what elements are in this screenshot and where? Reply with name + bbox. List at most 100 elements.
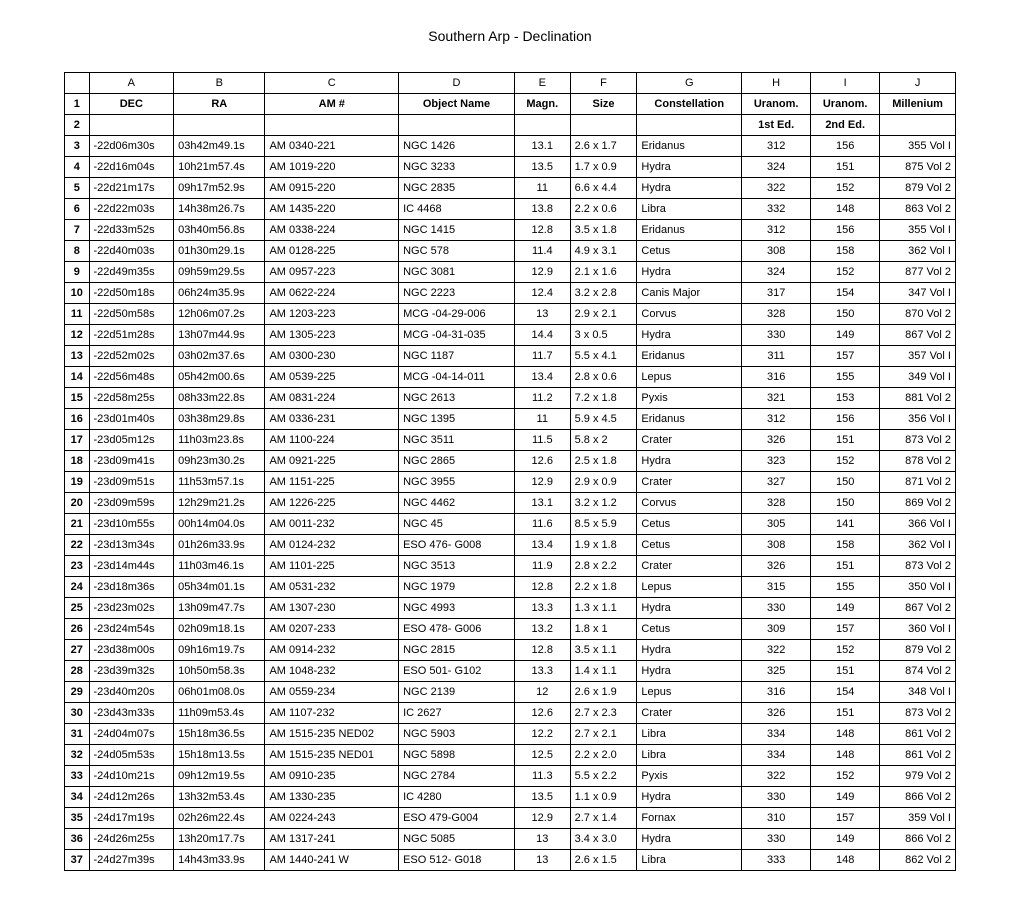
cell: 153 [811, 388, 880, 409]
cell: -23d09m51s [89, 472, 174, 493]
cell: 366 Vol I [880, 514, 956, 535]
cell: Corvus [637, 304, 742, 325]
column-header: Constellation [637, 94, 742, 115]
cell: 347 Vol I [880, 283, 956, 304]
cell: 09h12m19.5s [174, 766, 265, 787]
cell: AM 0128-225 [265, 241, 399, 262]
cell: 870 Vol 2 [880, 304, 956, 325]
cell: 13h07m44.9s [174, 325, 265, 346]
cell: 158 [811, 241, 880, 262]
cell: 13.3 [514, 598, 570, 619]
cell: 2.9 x 2.1 [570, 304, 637, 325]
table-row: 12-22d51m28s13h07m44.9sAM 1305-223MCG -0… [65, 325, 956, 346]
cell: 152 [811, 451, 880, 472]
column-subheader [399, 115, 515, 136]
cell: 151 [811, 556, 880, 577]
col-letter: J [880, 73, 956, 94]
cell: Hydra [637, 178, 742, 199]
cell: AM 1305-223 [265, 325, 399, 346]
cell: 13 [514, 829, 570, 850]
column-subheader [637, 115, 742, 136]
cell: 12.9 [514, 262, 570, 283]
cell: 332 [742, 199, 811, 220]
cell: 141 [811, 514, 880, 535]
cell: Pyxis [637, 388, 742, 409]
column-header: Uranom. [742, 94, 811, 115]
col-letter: H [742, 73, 811, 94]
column-header: Millenium [880, 94, 956, 115]
column-subheader [570, 115, 637, 136]
cell: 8.5 x 5.9 [570, 514, 637, 535]
cell: 877 Vol 2 [880, 262, 956, 283]
cell: -24d17m19s [89, 808, 174, 829]
column-subheader [174, 115, 265, 136]
table-row: 13-22d52m02s03h02m37.6sAM 0300-230NGC 11… [65, 346, 956, 367]
cell: AM 1107-232 [265, 703, 399, 724]
table-row: 10-22d50m18s06h24m35.9sAM 0622-224NGC 22… [65, 283, 956, 304]
cell: -23d09m59s [89, 493, 174, 514]
cell: 13h20m17.7s [174, 829, 265, 850]
column-subheader: 2nd Ed. [811, 115, 880, 136]
column-header: Magn. [514, 94, 570, 115]
cell: 873 Vol 2 [880, 556, 956, 577]
cell: ESO 479-G004 [399, 808, 515, 829]
col-letter: C [265, 73, 399, 94]
cell: 14h38m26.7s [174, 199, 265, 220]
cell: AM 0622-224 [265, 283, 399, 304]
cell: 10h50m58.3s [174, 661, 265, 682]
cell: 2.7 x 2.3 [570, 703, 637, 724]
cell: 148 [811, 850, 880, 871]
cell: 1.1 x 0.9 [570, 787, 637, 808]
cell: MCG -04-29-006 [399, 304, 515, 325]
cell: Eridanus [637, 409, 742, 430]
cell: Hydra [637, 157, 742, 178]
cell: AM 1515-235 NED01 [265, 745, 399, 766]
table-row: 19-23d09m51s11h53m57.1sAM 1151-225NGC 39… [65, 472, 956, 493]
cell: AM 0531-232 [265, 577, 399, 598]
cell: -24d04m07s [89, 724, 174, 745]
cell: NGC 45 [399, 514, 515, 535]
cell: NGC 2815 [399, 640, 515, 661]
table-row: 25-23d23m02s13h09m47.7sAM 1307-230NGC 49… [65, 598, 956, 619]
cell: Cetus [637, 241, 742, 262]
cell: 875 Vol 2 [880, 157, 956, 178]
cell: MCG -04-31-035 [399, 325, 515, 346]
cell: -23d05m12s [89, 430, 174, 451]
cell: 12h06m07.2s [174, 304, 265, 325]
cell: NGC 2139 [399, 682, 515, 703]
cell: 151 [811, 661, 880, 682]
cell: -23d38m00s [89, 640, 174, 661]
cell: AM 0831-224 [265, 388, 399, 409]
cell: 322 [742, 766, 811, 787]
column-header: AM # [265, 94, 399, 115]
cell: 863 Vol 2 [880, 199, 956, 220]
cell: -23d39m32s [89, 661, 174, 682]
cell: -23d43m33s [89, 703, 174, 724]
cell: ESO 476- G008 [399, 535, 515, 556]
cell: NGC 2223 [399, 283, 515, 304]
cell: 13.5 [514, 157, 570, 178]
cell: IC 2627 [399, 703, 515, 724]
cell: Lepus [637, 577, 742, 598]
cell: -23d40m20s [89, 682, 174, 703]
cell: 879 Vol 2 [880, 178, 956, 199]
cell: 2.8 x 2.2 [570, 556, 637, 577]
cell: 879 Vol 2 [880, 640, 956, 661]
cell: AM 1203-223 [265, 304, 399, 325]
cell: NGC 3955 [399, 472, 515, 493]
cell: 325 [742, 661, 811, 682]
table-row: 9-22d49m35s09h59m29.5sAM 0957-223NGC 308… [65, 262, 956, 283]
cell: 11h03m46.1s [174, 556, 265, 577]
cell: 327 [742, 472, 811, 493]
cell: 866 Vol 2 [880, 787, 956, 808]
cell: 11h09m53.4s [174, 703, 265, 724]
cell: -24d26m25s [89, 829, 174, 850]
header-row: 1DECRAAM #Object NameMagn.SizeConstellat… [65, 94, 956, 115]
table-row: 8-22d40m03s01h30m29.1sAM 0128-225NGC 578… [65, 241, 956, 262]
cell: NGC 2784 [399, 766, 515, 787]
cell: 328 [742, 304, 811, 325]
cell: Crater [637, 556, 742, 577]
cell: AM 0124-232 [265, 535, 399, 556]
cell: 12.9 [514, 808, 570, 829]
cell: NGC 3511 [399, 430, 515, 451]
